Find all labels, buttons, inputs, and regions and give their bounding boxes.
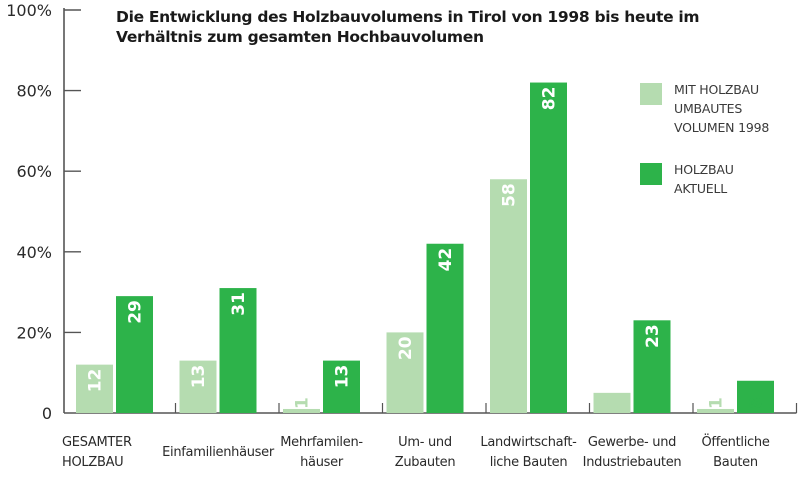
y-tick-label: 40% bbox=[16, 243, 52, 262]
bar-1998 bbox=[593, 392, 631, 413]
x-category-label: Gewerbe- und Industriebauten bbox=[572, 433, 692, 473]
bar-1998 bbox=[76, 364, 113, 413]
x-category-label-line: Mehrfamilen- bbox=[280, 435, 363, 450]
bar-1998 bbox=[490, 179, 527, 413]
bar-value-label: 23 bbox=[643, 324, 663, 348]
x-category-label: Um- und Zubauten bbox=[365, 433, 485, 473]
bar-value-label: 5 bbox=[603, 397, 623, 409]
chart-title: Die Entwicklung des Holzbauvolumens in T… bbox=[116, 8, 700, 46]
legend-line: AKTUELL bbox=[674, 181, 727, 196]
bar-1998 bbox=[386, 332, 424, 413]
y-tick-label: 60% bbox=[16, 162, 52, 181]
legend-line: VOLUMEN 1998 bbox=[674, 120, 770, 135]
legend: MIT HOLZBAU UMBAUTES VOLUMEN 1998 HOLZBA… bbox=[640, 80, 800, 230]
bars: 12 29 13 31 1 13 20 42 58 82 5 23 1 8 bbox=[76, 82, 774, 413]
y-tick-label: 20% bbox=[16, 323, 52, 342]
x-category-label-line: Einfamilienhäuser bbox=[162, 445, 274, 460]
x-category-label-line: häuser bbox=[300, 455, 343, 470]
bar-1998 bbox=[697, 408, 734, 413]
x-category-label: Mehrfamilen-häuser bbox=[262, 433, 382, 473]
x-category-label: GESAMTER HOLZBAU bbox=[62, 433, 182, 473]
legend-swatch-aktuell bbox=[640, 163, 662, 185]
x-category-label: Öffentliche Bauten bbox=[676, 433, 796, 473]
bar-value-label: 58 bbox=[500, 183, 520, 207]
bar-value-label: 13 bbox=[333, 365, 353, 389]
x-category-label-line: Zubauten bbox=[394, 455, 456, 470]
bar-value-label: 82 bbox=[540, 87, 560, 111]
bar-aktuell bbox=[116, 296, 153, 413]
x-category-label-line: HOLZBAU bbox=[62, 455, 124, 470]
bar-value-label: 1 bbox=[707, 397, 727, 409]
bar-value-label: 1 bbox=[293, 397, 313, 409]
x-category-label-line: Landwirtschaft- bbox=[480, 435, 577, 450]
legend-line: MIT HOLZBAU bbox=[674, 82, 759, 97]
legend-item-1998: MIT HOLZBAU UMBAUTES VOLUMEN 1998 bbox=[640, 80, 800, 150]
y-tick-label: 80% bbox=[16, 82, 52, 101]
bar-1998 bbox=[283, 408, 320, 413]
bar-aktuell bbox=[737, 380, 774, 413]
bar-value-label: 13 bbox=[189, 365, 209, 389]
legend-item-aktuell: HOLZBAU AKTUELL bbox=[640, 160, 800, 230]
bar-aktuell bbox=[530, 82, 567, 413]
y-axis-labels: 0 20% 40% 60% 80% 100% bbox=[6, 1, 52, 423]
x-category-label-line: GESAMTER bbox=[62, 435, 132, 450]
legend-line: UMBAUTES bbox=[674, 101, 743, 116]
bar-value-label: 31 bbox=[229, 292, 249, 316]
legend-label-aktuell: HOLZBAU AKTUELL bbox=[674, 160, 800, 198]
y-tick-label: 0 bbox=[42, 404, 52, 423]
x-category-label-line: Industriebauten bbox=[582, 455, 682, 470]
bar-value-label: 8 bbox=[747, 397, 767, 409]
legend-swatch-1998 bbox=[640, 83, 662, 105]
x-category-label: Landwirtschaft-liche Bauten bbox=[469, 433, 589, 473]
x-category-label-line: Um- und bbox=[398, 435, 452, 450]
bar-aktuell bbox=[323, 360, 360, 413]
bar-value-label: 12 bbox=[86, 369, 106, 393]
bar-value-label: 20 bbox=[396, 336, 416, 360]
x-category-label-line: Öffentliche bbox=[701, 435, 770, 450]
bar-aktuell bbox=[633, 320, 671, 413]
y-tick-label: 100% bbox=[6, 1, 52, 20]
x-category-label: Einfamilienhäuser bbox=[158, 443, 278, 463]
legend-label-1998: MIT HOLZBAU UMBAUTES VOLUMEN 1998 bbox=[674, 80, 800, 137]
bar-value-label: 42 bbox=[436, 248, 456, 272]
bar-aktuell bbox=[426, 243, 464, 413]
x-category-label-line: liche Bauten bbox=[489, 455, 568, 470]
x-category-label-line: Gewerbe- und bbox=[587, 435, 677, 450]
legend-line: HOLZBAU bbox=[674, 162, 734, 177]
x-category-label-line: Bauten bbox=[713, 455, 758, 470]
bar-value-label: 29 bbox=[126, 300, 146, 324]
bar-1998 bbox=[179, 360, 217, 413]
bar-aktuell bbox=[219, 288, 257, 413]
